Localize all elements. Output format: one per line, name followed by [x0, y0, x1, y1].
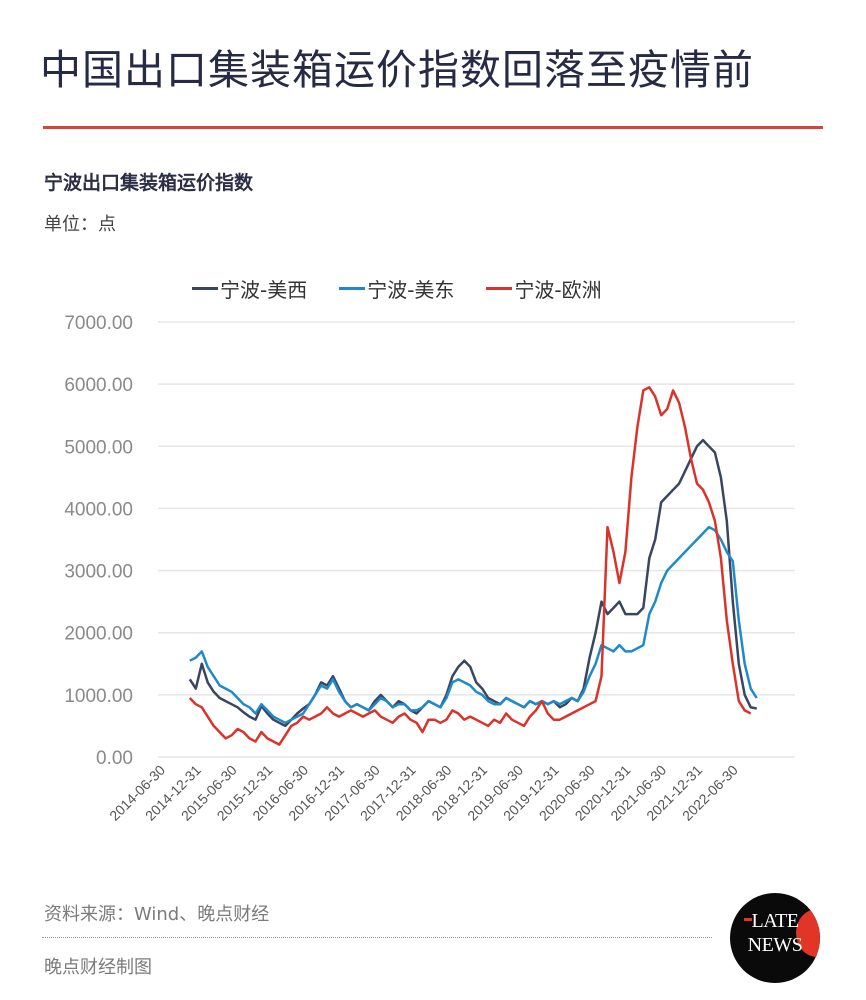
- chart-credit: 晚点财经制图: [44, 957, 152, 978]
- y-tick-label: 5000.00: [64, 437, 133, 458]
- y-tick-label: 6000.00: [64, 375, 133, 396]
- chart-subtitle: 宁波出口集装箱运价指数: [44, 172, 254, 194]
- unit-label: 单位：点: [44, 214, 116, 235]
- legend-swatch-europe: [486, 287, 513, 290]
- y-tick-label: 7000.00: [64, 313, 133, 334]
- series-line: [188, 438, 757, 728]
- line-chart: 0.00 1000.00 2000.00 3000.00 4000.00 5000.00 6…: [64, 313, 795, 824]
- series-lines: [188, 386, 758, 746]
- logo-line-2: NEWS: [747, 934, 803, 956]
- legend-item-us-west: 宁波-美西: [192, 274, 307, 303]
- x-axis-labels: 2014-06-302014-12-312015-06-302015-12-31…: [106, 762, 741, 824]
- footer-divider: [42, 937, 712, 938]
- logo-text: LATE NEWS: [730, 909, 820, 957]
- y-axis-labels: 0.00 1000.00 2000.00 3000.00 4000.00 5000.00 6…: [64, 313, 133, 769]
- source-note: 资料来源：Wind、晚点财经: [44, 904, 270, 925]
- legend-swatch-us-east: [339, 287, 366, 290]
- legend-item-us-east: 宁波-美东: [339, 274, 454, 303]
- legend-label: 宁波-美西: [220, 278, 308, 302]
- late-news-logo: LATE NEWS: [730, 893, 820, 983]
- series-line: [189, 525, 758, 725]
- logo-red-dot: [744, 918, 752, 921]
- legend-label: 宁波-美东: [367, 278, 455, 302]
- title-divider: [43, 126, 823, 129]
- chart-legend: 宁波-美西 宁波-美东 宁波-欧洲: [192, 274, 602, 303]
- series-line: [188, 386, 752, 746]
- legend-swatch-us-west: [192, 287, 218, 290]
- y-tick-label: 0.00: [96, 748, 133, 769]
- grid-lines: [158, 321, 795, 758]
- y-tick-label: 2000.00: [64, 624, 133, 645]
- page-title: 中国出口集装箱运价指数回落至疫情前: [40, 46, 754, 94]
- y-tick-label: 1000.00: [64, 686, 133, 707]
- y-tick-label: 3000.00: [64, 562, 133, 583]
- y-tick-label: 4000.00: [64, 499, 133, 520]
- legend-item-europe: 宁波-欧洲: [486, 274, 602, 303]
- legend-label: 宁波-欧洲: [514, 278, 602, 302]
- logo-line-1: LATE: [751, 910, 799, 932]
